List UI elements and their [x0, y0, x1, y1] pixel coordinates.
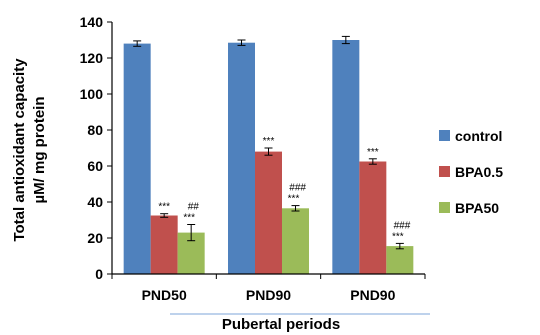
- significance-label: ***: [392, 231, 404, 242]
- bar-BPA50-2: [282, 208, 309, 274]
- y-axis-title-line1: Total antioxidant capacity: [11, 58, 28, 242]
- significance-label: ##: [188, 202, 200, 213]
- error-bar: [237, 39, 246, 46]
- legend-swatch: [439, 130, 450, 141]
- significance-label: ###: [393, 220, 410, 231]
- significance-label: ***: [158, 202, 170, 213]
- y-tick-label: 120: [80, 50, 104, 66]
- y-tick-label: 80: [87, 122, 103, 138]
- bar-BPA05-1: [150, 215, 178, 274]
- legend-swatch: [439, 202, 450, 213]
- significance-label: ###: [289, 183, 306, 194]
- significance-label: ***: [288, 194, 300, 205]
- x-category-label: PND50: [142, 287, 187, 303]
- error-bar: [160, 213, 169, 218]
- error-bar: [133, 40, 142, 47]
- y-axis-title-line2: µM/ mg protein: [31, 97, 48, 204]
- axes: [111, 22, 426, 279]
- bar-control-3: [332, 40, 360, 274]
- x-axis-categories: PND50 PND90 PND90: [142, 287, 396, 303]
- significance-label: ***: [367, 147, 379, 158]
- x-category-label: PND90: [246, 287, 291, 303]
- bar-BPA50-3: [386, 246, 414, 274]
- legend-label: control: [455, 128, 502, 144]
- x-category-label: PND90: [350, 287, 395, 303]
- legend: control BPA0.5 BPA50: [439, 128, 503, 216]
- legend-label: BPA50: [455, 200, 499, 216]
- y-tick-label: 140: [80, 14, 104, 30]
- error-bar: [264, 147, 273, 156]
- error-bar: [395, 242, 404, 250]
- significance-label: ***: [263, 136, 275, 147]
- significance-label: ***: [183, 213, 195, 224]
- legend-swatch: [439, 166, 450, 177]
- legend-label: BPA0.5: [455, 164, 503, 180]
- error-bar: [187, 224, 196, 242]
- y-tick-label: 0: [95, 266, 103, 282]
- bars: *** ##******###******###***: [123, 35, 414, 275]
- bar-control-1: [123, 43, 151, 274]
- bar-BPA05-3: [359, 161, 387, 274]
- y-tick-label: 40: [87, 194, 103, 210]
- bar-control-2: [228, 42, 255, 275]
- y-axis-ticks: 0 20 40 60 80 100 120 140: [80, 14, 112, 282]
- error-bar: [368, 158, 377, 165]
- y-axis-title: Total antioxidant capacity µM/ mg protei…: [11, 58, 48, 242]
- bar-BPA05-2: [255, 151, 282, 274]
- x-axis-title: Pubertal periods: [222, 316, 340, 333]
- y-tick-label: 20: [87, 230, 103, 246]
- error-bar: [341, 35, 350, 45]
- error-bar: [291, 205, 300, 212]
- y-tick-label: 100: [80, 86, 104, 102]
- y-tick-label: 60: [87, 158, 103, 174]
